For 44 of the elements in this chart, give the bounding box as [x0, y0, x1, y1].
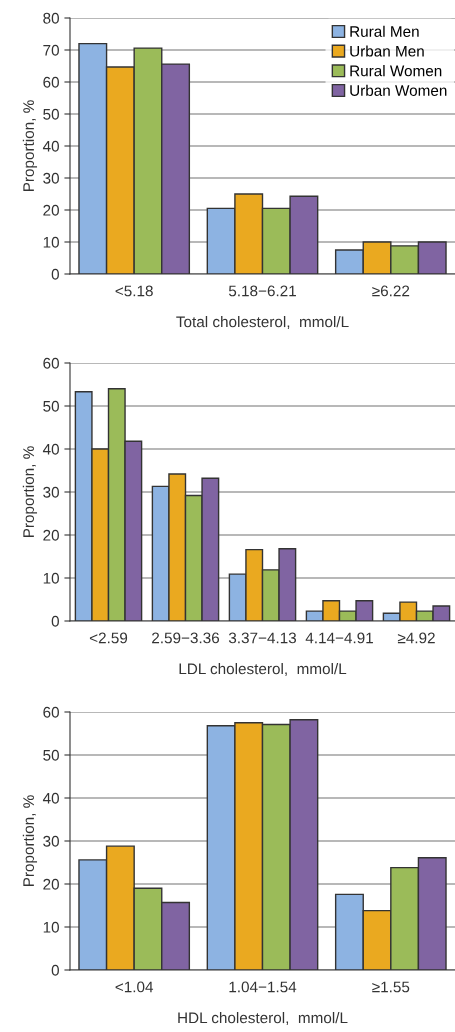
y-tick-label: 0: [51, 615, 59, 627]
y-tick-label: 30: [43, 835, 59, 847]
x-axis-title: LDL cholesterol, mmol/L: [179, 663, 347, 677]
y-tick-label: 0: [51, 268, 59, 280]
y-tick-label: 60: [43, 706, 59, 718]
y-tick-label: 20: [43, 204, 59, 216]
y-axis-title: Proportion, %: [22, 795, 38, 887]
x-tick-label: <2.59: [89, 632, 128, 644]
x-axis-title: Total cholesterol, mmol/L: [176, 316, 349, 330]
legend-label: Rural Men: [350, 25, 419, 37]
x-tick-label: <5.18: [115, 285, 153, 297]
y-tick-label: 10: [43, 921, 59, 933]
y-tick-label: 60: [43, 76, 59, 88]
legend-label: Urban Women: [350, 84, 447, 96]
y-tick-label: 10: [43, 236, 59, 248]
y-tick-label: 40: [42, 140, 59, 152]
y-tick-label: 60: [43, 357, 59, 369]
x-tick-label: 3.37−4.13: [228, 632, 297, 644]
x-tick-label: ≥6.22: [372, 285, 410, 297]
y-tick-label: 20: [43, 529, 59, 541]
legend-label: Urban Men: [350, 45, 424, 57]
y-tick-label: 50: [43, 400, 59, 412]
legend-label: Rural Women: [350, 65, 442, 77]
x-tick-label: 5.18−6.21: [228, 285, 296, 297]
y-tick-label: 80: [43, 12, 59, 24]
y-tick-label: 50: [43, 108, 59, 120]
y-tick-label: 30: [43, 172, 59, 184]
y-tick-label: 40: [42, 443, 59, 455]
x-tick-label: 4.14−4.91: [305, 632, 373, 644]
x-tick-label: <1.04: [115, 981, 154, 993]
y-tick-label: 30: [43, 486, 59, 498]
x-tick-label: ≥1.55: [372, 981, 410, 993]
x-tick-label: 1.04−1.54: [229, 981, 297, 993]
y-tick-label: 10: [43, 572, 59, 584]
y-tick-label: 70: [43, 44, 59, 56]
x-tick-label: ≥4.92: [397, 632, 435, 644]
y-axis-title: Proportion, %: [22, 446, 38, 538]
x-axis-title: HDL cholesterol, mmol/L: [178, 1012, 348, 1026]
y-axis-title: Proportion, %: [22, 100, 38, 192]
y-tick-label: 50: [43, 749, 59, 761]
y-tick-label: 40: [42, 792, 59, 804]
y-tick-label: 0: [51, 964, 59, 976]
x-tick-label: 2.59−3.36: [152, 632, 220, 644]
y-tick-label: 20: [43, 878, 59, 890]
